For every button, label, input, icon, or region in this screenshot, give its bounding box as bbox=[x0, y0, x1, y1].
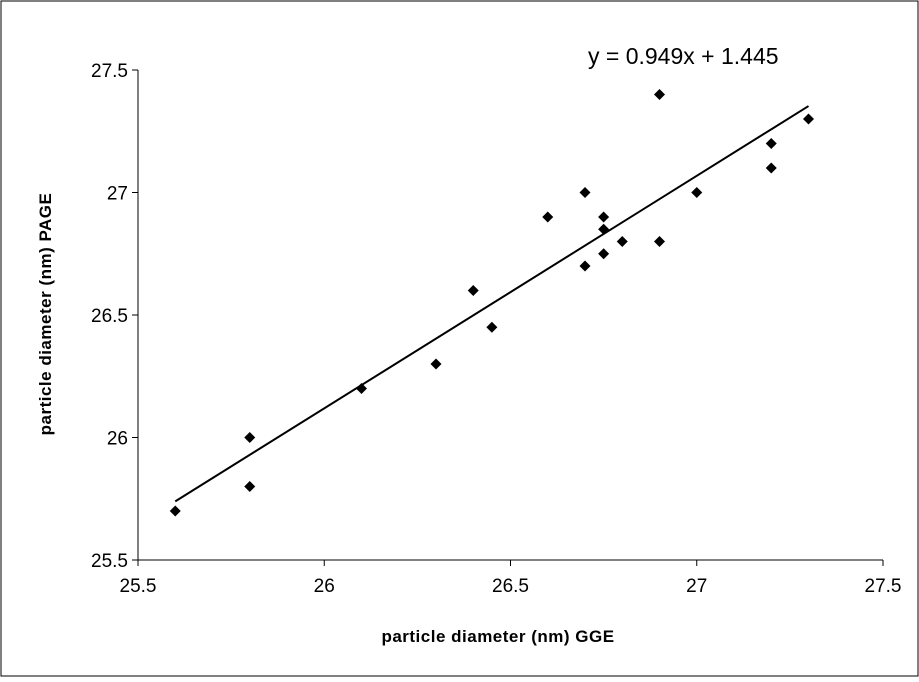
x-axis-ticks: 25.5 26 26.5 27 27.5 bbox=[120, 560, 902, 597]
y-tick-label: 26.5 bbox=[91, 306, 128, 327]
data-point bbox=[691, 187, 703, 198]
y-tick-label: 25.5 bbox=[91, 551, 128, 572]
y-tick-label: 27.5 bbox=[91, 61, 128, 82]
trendline-layer bbox=[174, 105, 810, 503]
y-axis-ticks: 25.5 26 26.5 27 27.5 bbox=[91, 61, 138, 572]
data-point bbox=[765, 138, 777, 149]
data-point bbox=[486, 321, 498, 333]
data-point bbox=[169, 505, 181, 517]
y-tick-label: 27 bbox=[107, 184, 128, 205]
data-point bbox=[542, 211, 554, 223]
x-tick-label: 25.5 bbox=[120, 576, 157, 597]
data-point bbox=[803, 113, 814, 125]
x-tick-label: 26.5 bbox=[492, 576, 529, 597]
trendline-equation: y = 0.949x + 1.445 bbox=[588, 43, 779, 69]
data-point bbox=[579, 260, 591, 272]
data-point bbox=[579, 187, 591, 198]
x-axis-title: particle diameter (nm) GGE bbox=[381, 627, 614, 646]
data-point bbox=[430, 358, 442, 370]
data-point bbox=[598, 223, 610, 235]
data-point bbox=[598, 211, 610, 223]
x-tick-label: 26 bbox=[314, 576, 335, 597]
y-axis-title: particle diameter (nm) PAGE bbox=[36, 193, 55, 436]
trendline bbox=[174, 105, 810, 503]
data-point bbox=[616, 236, 628, 247]
data-point bbox=[654, 236, 665, 247]
data-point bbox=[598, 248, 610, 260]
data-point bbox=[244, 481, 256, 492]
data-points-layer bbox=[169, 89, 814, 517]
data-point bbox=[244, 432, 256, 443]
data-point bbox=[654, 89, 665, 100]
x-tick-label: 27.5 bbox=[865, 576, 902, 597]
data-point bbox=[356, 383, 367, 394]
x-tick-label: 27 bbox=[686, 576, 707, 597]
y-tick-label: 26 bbox=[107, 429, 128, 450]
data-point bbox=[765, 162, 777, 174]
data-point bbox=[467, 285, 479, 296]
